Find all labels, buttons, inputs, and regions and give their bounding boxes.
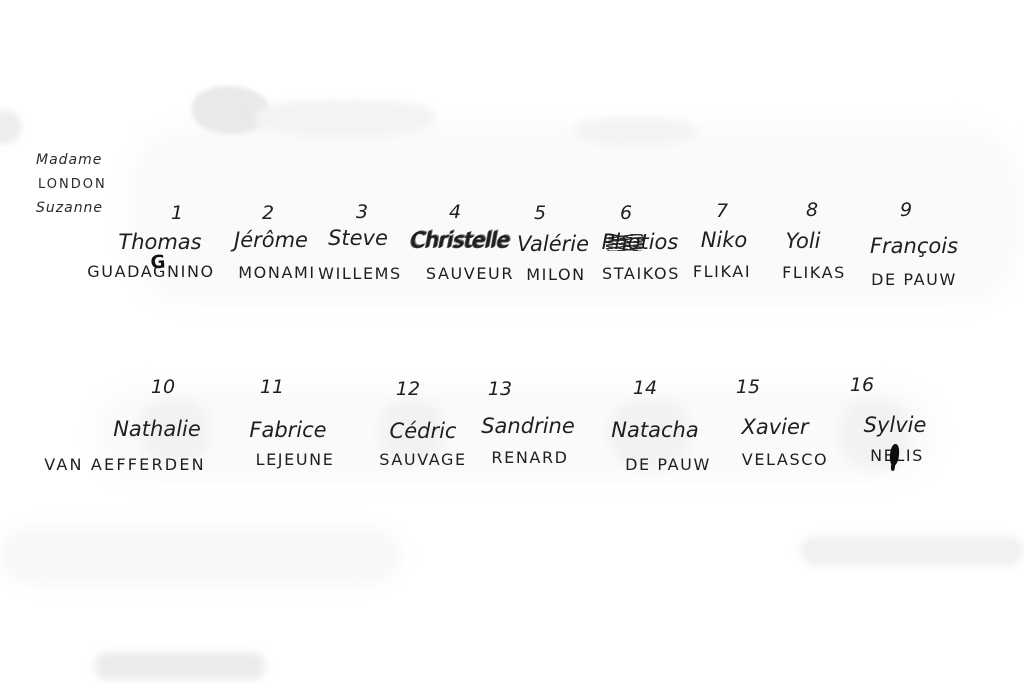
student-number: 13 [487, 378, 513, 400]
student-first-name: Valérie [516, 232, 590, 256]
student-first-name: Thomas [118, 230, 202, 254]
student-last-name: MONAMI [238, 263, 316, 282]
student-number: 8 [805, 199, 819, 221]
student-last-name: RENARD [491, 448, 569, 467]
student-number: 4 [448, 201, 462, 223]
student-first-name: Fabrice [249, 418, 327, 442]
student-number: 10 [150, 376, 176, 398]
student-number: 11 [259, 376, 285, 398]
student-first-name: Steve [328, 226, 388, 250]
student-first-name: Yoli [785, 229, 821, 253]
student-first-name: François [869, 234, 959, 258]
student-last-name: DE PAUW [871, 270, 957, 289]
header-surname: LONDON [38, 177, 107, 192]
scribble-strikethrough [606, 234, 644, 251]
student-last-name: VELASCO [741, 450, 829, 469]
student-last-name: MILON [526, 265, 586, 284]
student-last-name: GUADAGNINO [87, 262, 215, 281]
scan-smudge [0, 528, 400, 583]
header-firstname: Suzanne [36, 200, 104, 216]
student-last-name: DE PAUW [625, 455, 711, 474]
student-number: 12 [395, 378, 421, 400]
header-title: Madame [36, 152, 103, 168]
student-first-name: Cédric [389, 419, 457, 443]
student-last-name: STAIKOS [602, 264, 680, 283]
student-first-name: Natacha [611, 418, 699, 442]
scan-smudge [0, 110, 22, 144]
student-first-name: Jérôme [234, 228, 308, 252]
student-first-name: Niko [700, 228, 748, 252]
student-last-name: FLIKAS [782, 263, 846, 282]
scan-smudge [575, 118, 695, 144]
student-last-name: FLIKAI [692, 262, 752, 281]
student-number: 9 [899, 199, 913, 221]
student-first-name: Sandrine [481, 414, 575, 438]
scan-smudge [95, 652, 265, 680]
student-number: 1 [170, 202, 184, 224]
student-last-name: LEJEUNE [255, 450, 335, 469]
student-first-name: Sylvie [863, 413, 927, 437]
student-number: 6 [619, 202, 633, 224]
student-number: 2 [261, 202, 275, 224]
student-number: 7 [715, 200, 729, 222]
student-number: 3 [355, 201, 369, 223]
student-number: 5 [533, 202, 547, 224]
student-number: 16 [849, 374, 875, 396]
scan-smudge [800, 536, 1024, 566]
student-first-name: Christelle [410, 228, 510, 252]
scan-smudge [192, 86, 270, 134]
student-last-name: VAN AEFFERDEN [44, 455, 206, 474]
student-number: 15 [735, 376, 761, 398]
student-last-name: SAUVEUR [425, 264, 515, 283]
inserted-letter: G [149, 251, 167, 274]
student-number: 14 [632, 377, 658, 399]
scan-smudge [255, 100, 435, 136]
student-last-name: WILLEMS [318, 264, 402, 283]
student-first-name: Xavier [741, 415, 809, 439]
student-last-name: SAUVAGE [379, 450, 467, 469]
student-first-name: Nathalie [113, 417, 201, 441]
